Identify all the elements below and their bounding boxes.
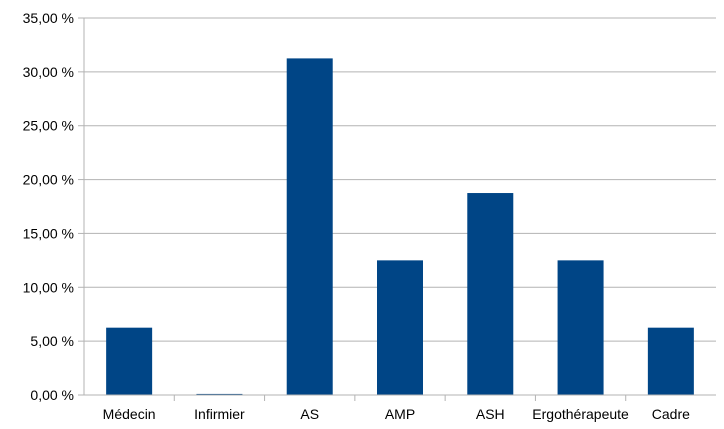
x-tick-label: AS	[300, 406, 319, 422]
x-tick-label: AMP	[385, 406, 415, 422]
y-tick-label: 15,00 %	[23, 225, 74, 241]
bar-cadre	[647, 327, 694, 395]
y-tick-label: 10,00 %	[23, 279, 74, 295]
bar-amp	[377, 260, 423, 395]
y-tick-label: 30,00 %	[23, 64, 74, 80]
axis-layer	[78, 17, 716, 401]
y-tick-label: 25,00 %	[23, 118, 74, 134]
x-axis-tick-labels: Médecin Infirmier AS AMP ASH Ergothérapeute Ca…	[103, 406, 690, 422]
y-axis-tick-labels: 0,00 % 5,00 % 10,00 % 15,00 % 20,00 % 25,00 %…	[23, 10, 74, 403]
y-tick-label: 0,00 %	[30, 387, 74, 403]
y-tick-label: 5,00 %	[30, 333, 74, 349]
bar-layer	[106, 58, 694, 396]
bar-ash	[467, 193, 514, 395]
bar-ergothérapeute	[557, 260, 604, 395]
y-tick-label: 35,00 %	[23, 10, 74, 26]
x-tick-label: ASH	[476, 406, 505, 422]
bar-médecin	[106, 327, 153, 395]
x-tick-label: Cadre	[652, 406, 690, 422]
y-tick-label: 20,00 %	[23, 172, 74, 188]
x-tick-label: Médecin	[103, 406, 156, 422]
x-tick-label: Ergothérapeute	[532, 406, 629, 422]
x-tick-label: Infirmier	[194, 406, 245, 422]
bar-as	[286, 58, 333, 396]
bar-infirmier	[196, 393, 243, 395]
